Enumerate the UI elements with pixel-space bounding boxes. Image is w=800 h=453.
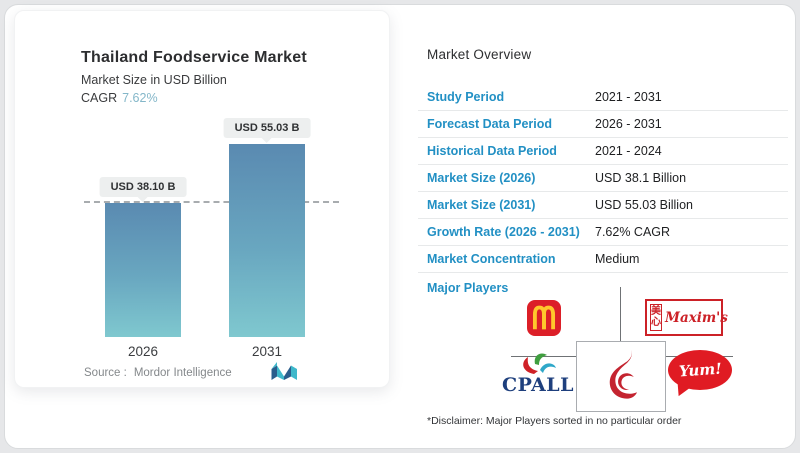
maxims-logo: 美 心 Maxim's (645, 299, 728, 336)
row-label: Historical Data Period (427, 144, 557, 158)
connector-vertical (620, 287, 621, 341)
bar (229, 144, 305, 337)
row-value: Medium (595, 252, 640, 266)
row-value: USD 55.03 Billion (595, 198, 693, 212)
chart-subtitle: Market Size in USD Billion (81, 73, 227, 87)
table-row: Growth Rate (2026 - 2031) 7.62% CAGR (418, 219, 788, 246)
bar-value-label: USD 55.03 B (223, 118, 311, 138)
cagr-value: 7.62% (122, 91, 158, 105)
maxims-cn-bottom: 心 (651, 316, 661, 328)
source-label: Source : (84, 367, 127, 379)
row-label: Study Period (427, 90, 505, 104)
maxims-cn-top: 美 (651, 306, 661, 317)
bar-value-label: USD 38.10 B (99, 177, 187, 197)
bar-value-pill: USD 38.10 B (99, 177, 187, 202)
row-label: Market Size (2031) (427, 198, 536, 212)
x-axis-label-2026: 2026 (127, 344, 159, 359)
disclaimer-text: *Disclaimer: Major Players sorted in no … (427, 415, 682, 427)
major-players-label: Major Players (427, 281, 509, 295)
row-value: 2021 - 2031 (595, 90, 662, 104)
yum-speech-bubble: Yum! (668, 350, 732, 390)
bar (105, 203, 181, 337)
cpall-logo: CPALL (498, 352, 578, 404)
chart-cagr-line: CAGR 7.62% (81, 91, 158, 105)
golden-arches-icon (532, 305, 556, 330)
chart-title: Thailand Foodservice Market (81, 49, 307, 66)
table-row: Market Size (2026) USD 38.1 Billion (418, 165, 788, 192)
table-row: Historical Data Period 2021 - 2024 (418, 138, 788, 165)
yum-logo: Yum! (668, 350, 732, 399)
red-c-emblem-icon (609, 349, 637, 399)
table-row: Forecast Data Period 2026 - 2031 (418, 111, 788, 138)
source-line: Source : Mordor Intelligence (84, 367, 232, 379)
maxims-chinese-seal: 美 心 (650, 304, 662, 331)
cpall-wordmark: CPALL (502, 374, 574, 396)
mcdonalds-logo (527, 300, 561, 336)
mordor-intelligence-logo-icon (271, 362, 297, 380)
table-row: Market Concentration Medium (418, 246, 788, 273)
row-value: 7.62% CAGR (595, 225, 671, 239)
row-label: Growth Rate (2026 - 2031) (427, 225, 580, 239)
row-value: 2026 - 2031 (595, 117, 662, 131)
source-value: Mordor Intelligence (133, 367, 232, 379)
table-row: Market Size (2031) USD 55.03 Billion (418, 192, 788, 219)
bar-value-pill: USD 55.03 B (223, 118, 311, 143)
dashed-guideline (84, 201, 339, 203)
row-label: Market Size (2026) (427, 171, 536, 185)
row-value: USD 38.1 Billion (595, 171, 687, 185)
x-axis-label-2031: 2031 (251, 344, 283, 359)
row-label: Market Concentration (427, 252, 556, 266)
cagr-label: CAGR (81, 91, 118, 105)
cpall-flags-icon (523, 353, 556, 374)
pill-pointer (138, 197, 148, 202)
overview-table: Study Period 2021 - 2031 Forecast Data P… (418, 84, 788, 273)
yum-wordmark: Yum! (678, 359, 722, 381)
row-label: Forecast Data Period (427, 117, 553, 131)
c-emblem-logo-box (576, 341, 666, 412)
row-value: 2021 - 2024 (595, 144, 662, 158)
table-row: Study Period 2021 - 2031 (418, 84, 788, 111)
chart-card: Thailand Foodservice Market Market Size … (14, 10, 390, 388)
market-overview-title: Market Overview (427, 47, 532, 62)
bar-chart-plot: USD 38.10 B 2026 USD 55.03 B 2031 (70, 118, 350, 359)
maxims-wordmark: Maxim's (665, 309, 728, 326)
pill-pointer (262, 138, 272, 143)
